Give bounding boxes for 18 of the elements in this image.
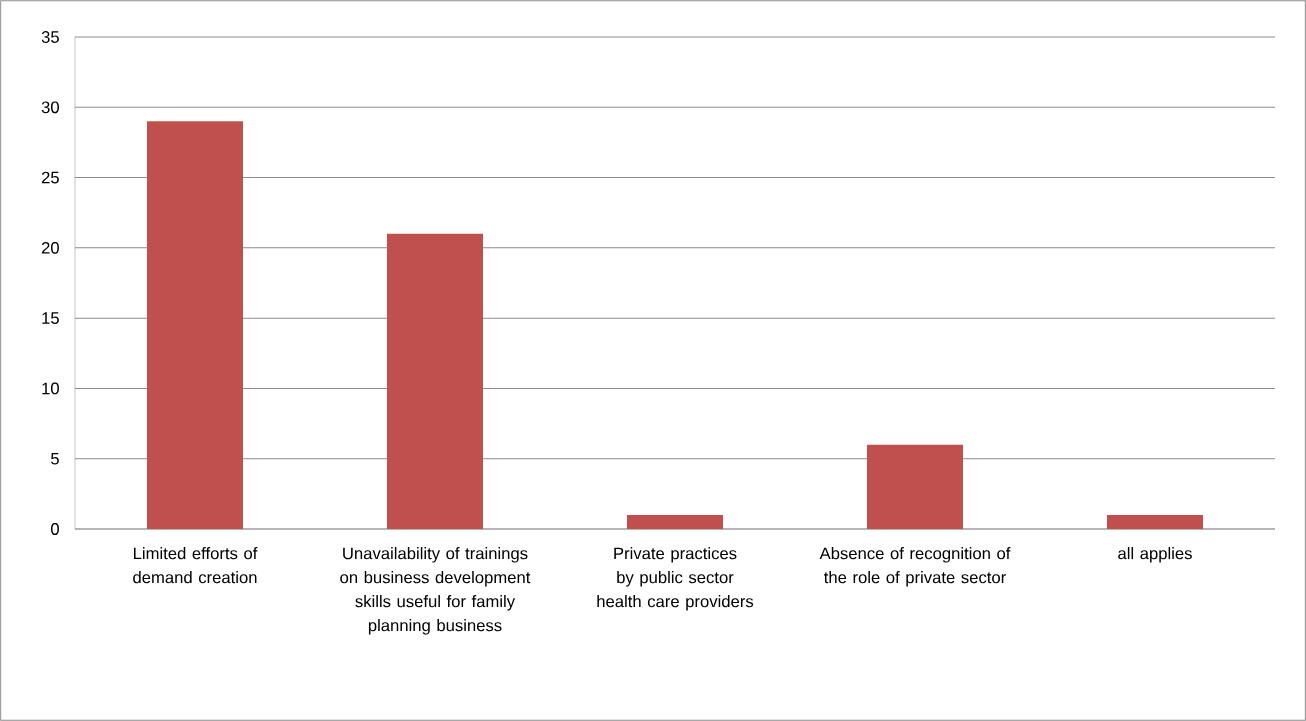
bar [147,121,243,529]
y-tick-label: 15 [42,312,59,324]
y-tick-label: 25 [41,171,59,184]
y-tick-label: 5 [51,452,59,465]
y-tick-label: 10 [42,382,59,395]
y-tick-label: 35 [41,31,59,43]
bar [1107,514,1203,529]
x-tick-label: Unavailability of trainings on business development skills useful for family planning business [340,547,531,635]
y-tick-label: 20 [41,241,59,254]
bar [867,444,963,529]
x-tick-label: Limited efforts of demand creation [133,547,258,584]
x-tick-label: all applies [1118,547,1192,563]
x-tick-label: Absence of recognition of the role of private sector [819,547,1011,587]
x-tick-label: Private practices by public sector health care providers [597,547,754,611]
y-tick-label: 0 [51,523,59,535]
bar [627,514,723,529]
y-tick-label: 30 [41,101,59,114]
bar [387,233,483,529]
